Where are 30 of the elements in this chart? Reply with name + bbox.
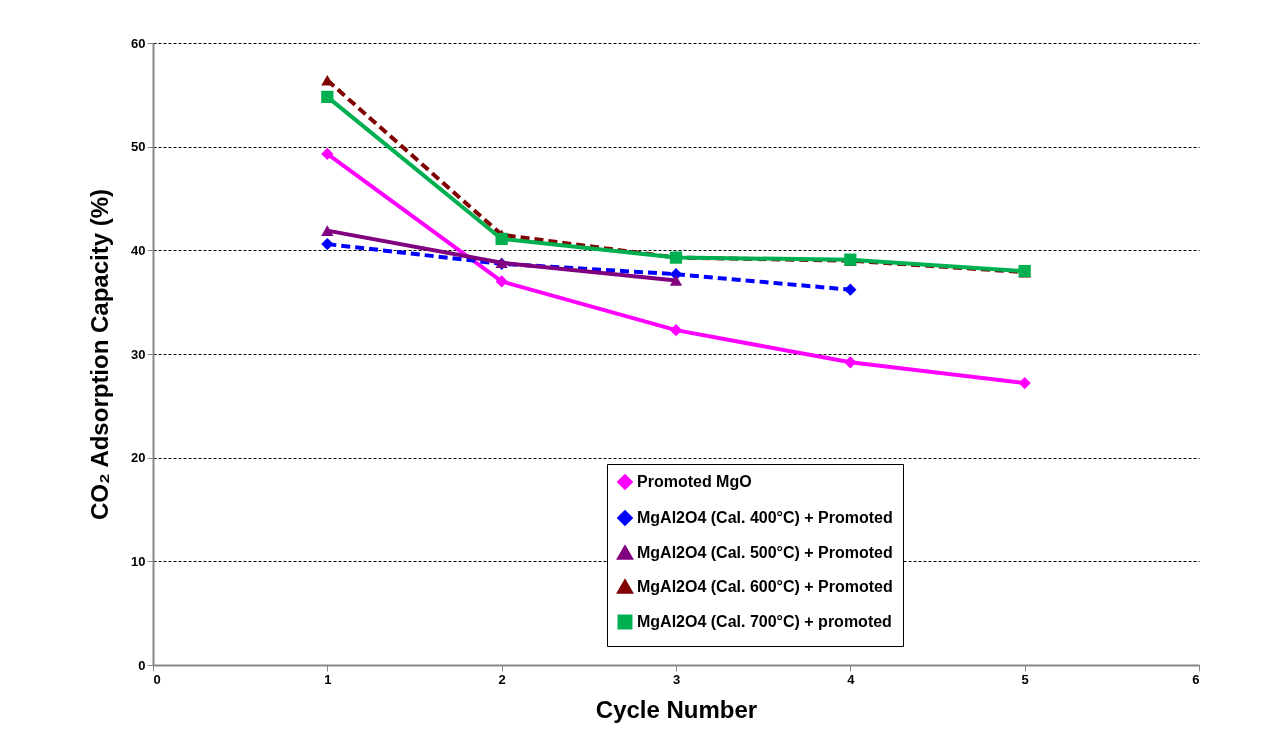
x-tick-label: 3 [672, 671, 681, 687]
point [669, 275, 683, 286]
x-axis-title: Cycle Number [595, 695, 758, 723]
point [321, 147, 334, 161]
point [669, 324, 683, 337]
legend-label: Promoted MgO [637, 473, 752, 490]
y-tick-label: 40 [131, 242, 146, 258]
y-tick-label: 50 [131, 139, 146, 155]
y-tick-label: 0 [138, 657, 146, 673]
legend-label: MgAl2O4 (Cal. 700°C) + promoted [637, 613, 892, 630]
x-tick-label: 4 [847, 671, 856, 687]
point [495, 275, 508, 288]
legend-label: MgAl2O4 (Cal. 600°C) + Promoted [637, 578, 893, 595]
x-tick-label: 6 [1192, 671, 1200, 687]
point [844, 283, 857, 296]
y-tick-label: 10 [131, 553, 146, 569]
x-tick-label: 5 [1021, 671, 1029, 687]
y-tick-label: 30 [131, 346, 146, 362]
y-tick-label: 20 [131, 450, 146, 466]
point [321, 237, 334, 251]
legend-label: MgAl2O4 (Cal. 400°C) + Promoted [637, 509, 893, 526]
point [321, 90, 334, 104]
x-tick-label: 0 [153, 671, 161, 687]
point [321, 225, 334, 236]
point [1018, 376, 1031, 390]
y-tick-label: 60 [131, 35, 146, 51]
x-tick-label: 1 [324, 671, 332, 687]
y-axis-title: CO₂ Adsorption Capacity (%) [86, 188, 114, 521]
x-tick-label: 2 [498, 671, 506, 687]
legend-label: MgAl2O4 (Cal. 500°C) + Promoted [637, 544, 893, 561]
